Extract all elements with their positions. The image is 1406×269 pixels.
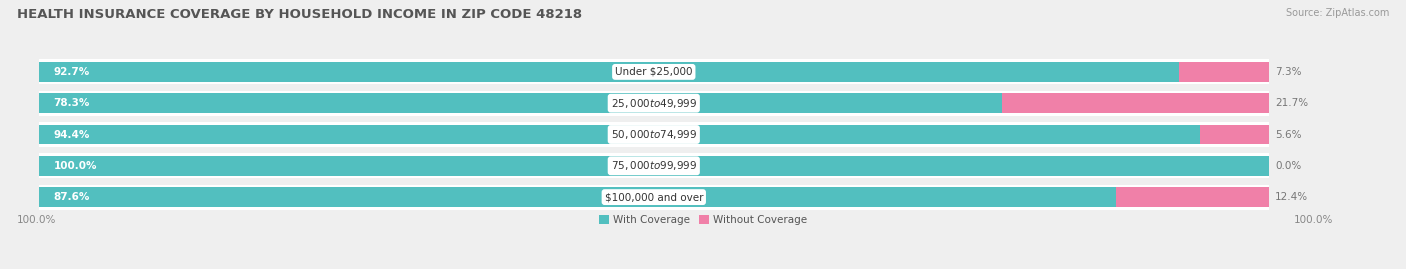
- Text: HEALTH INSURANCE COVERAGE BY HOUSEHOLD INCOME IN ZIP CODE 48218: HEALTH INSURANCE COVERAGE BY HOUSEHOLD I…: [17, 8, 582, 21]
- Text: 94.4%: 94.4%: [53, 129, 90, 140]
- Text: 100.0%: 100.0%: [53, 161, 97, 171]
- Bar: [1201, 125, 1268, 144]
- Bar: [39, 185, 1268, 210]
- Bar: [39, 94, 1002, 113]
- Bar: [39, 59, 1268, 84]
- Bar: [39, 62, 1180, 82]
- Text: 78.3%: 78.3%: [53, 98, 90, 108]
- Bar: [39, 187, 1116, 207]
- Text: Source: ZipAtlas.com: Source: ZipAtlas.com: [1285, 8, 1389, 18]
- Bar: [1116, 187, 1268, 207]
- Bar: [39, 91, 1268, 116]
- Text: 100.0%: 100.0%: [1294, 215, 1333, 225]
- Bar: [39, 156, 1268, 175]
- Bar: [39, 122, 1268, 147]
- Bar: [39, 153, 1268, 178]
- Text: 92.7%: 92.7%: [53, 67, 90, 77]
- Bar: [39, 125, 1201, 144]
- Legend: With Coverage, Without Coverage: With Coverage, Without Coverage: [595, 211, 811, 229]
- Text: 7.3%: 7.3%: [1275, 67, 1302, 77]
- Text: $75,000 to $99,999: $75,000 to $99,999: [610, 159, 697, 172]
- Text: 87.6%: 87.6%: [53, 192, 90, 202]
- Bar: [1180, 62, 1268, 82]
- Text: $25,000 to $49,999: $25,000 to $49,999: [610, 97, 697, 110]
- Bar: [1002, 94, 1268, 113]
- Text: 5.6%: 5.6%: [1275, 129, 1302, 140]
- Text: Under $25,000: Under $25,000: [614, 67, 693, 77]
- Text: 21.7%: 21.7%: [1275, 98, 1308, 108]
- Text: $100,000 and over: $100,000 and over: [605, 192, 703, 202]
- Text: 12.4%: 12.4%: [1275, 192, 1308, 202]
- Text: $50,000 to $74,999: $50,000 to $74,999: [610, 128, 697, 141]
- Text: 100.0%: 100.0%: [17, 215, 56, 225]
- Text: 0.0%: 0.0%: [1275, 161, 1302, 171]
